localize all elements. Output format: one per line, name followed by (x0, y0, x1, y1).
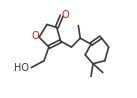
Text: O: O (62, 10, 69, 20)
Text: HO: HO (14, 63, 29, 73)
Text: O: O (31, 31, 39, 41)
